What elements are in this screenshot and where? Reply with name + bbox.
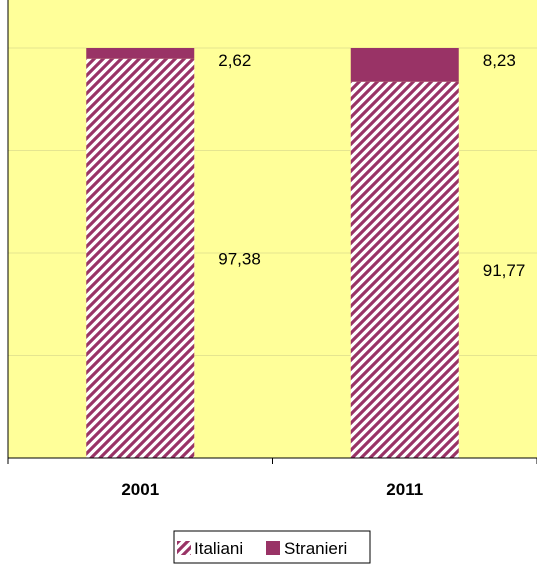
data-label-stranieri-2011: 8,23 bbox=[483, 51, 516, 70]
legend-label-stranieri: Stranieri bbox=[284, 539, 347, 558]
x-tick-label-2011: 2011 bbox=[386, 480, 423, 499]
bar-stranieri-2001 bbox=[86, 48, 194, 59]
legend-swatch-stranieri bbox=[266, 541, 280, 555]
data-label-italiani-2001: 97,38 bbox=[218, 249, 261, 268]
bar-italiani-2001 bbox=[86, 59, 194, 458]
legend-label-italiani: Italiani bbox=[194, 539, 243, 558]
legend-swatch-italiani bbox=[177, 541, 191, 555]
x-tick-marks bbox=[8, 458, 537, 464]
x-tick-label-2001: 2001 bbox=[121, 480, 159, 499]
data-label-stranieri-2001: 2,62 bbox=[218, 51, 251, 70]
bar-italiani-2011 bbox=[351, 82, 459, 458]
data-label-italiani-2011: 91,77 bbox=[483, 261, 526, 280]
legend: Italiani Stranieri bbox=[174, 531, 370, 563]
bar-stranieri-2011 bbox=[351, 48, 459, 82]
x-tick-labels: 2001 2011 bbox=[121, 480, 423, 499]
